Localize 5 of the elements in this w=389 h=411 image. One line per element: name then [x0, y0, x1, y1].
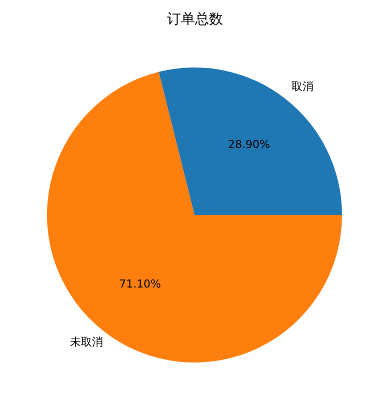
slice-label: 未取消 [70, 336, 104, 349]
data-label: 28.90% [228, 138, 270, 152]
slice-label: 取消 [291, 80, 314, 93]
chart-title: 订单总数 [167, 12, 223, 28]
data-label: 71.10% [119, 278, 162, 291]
